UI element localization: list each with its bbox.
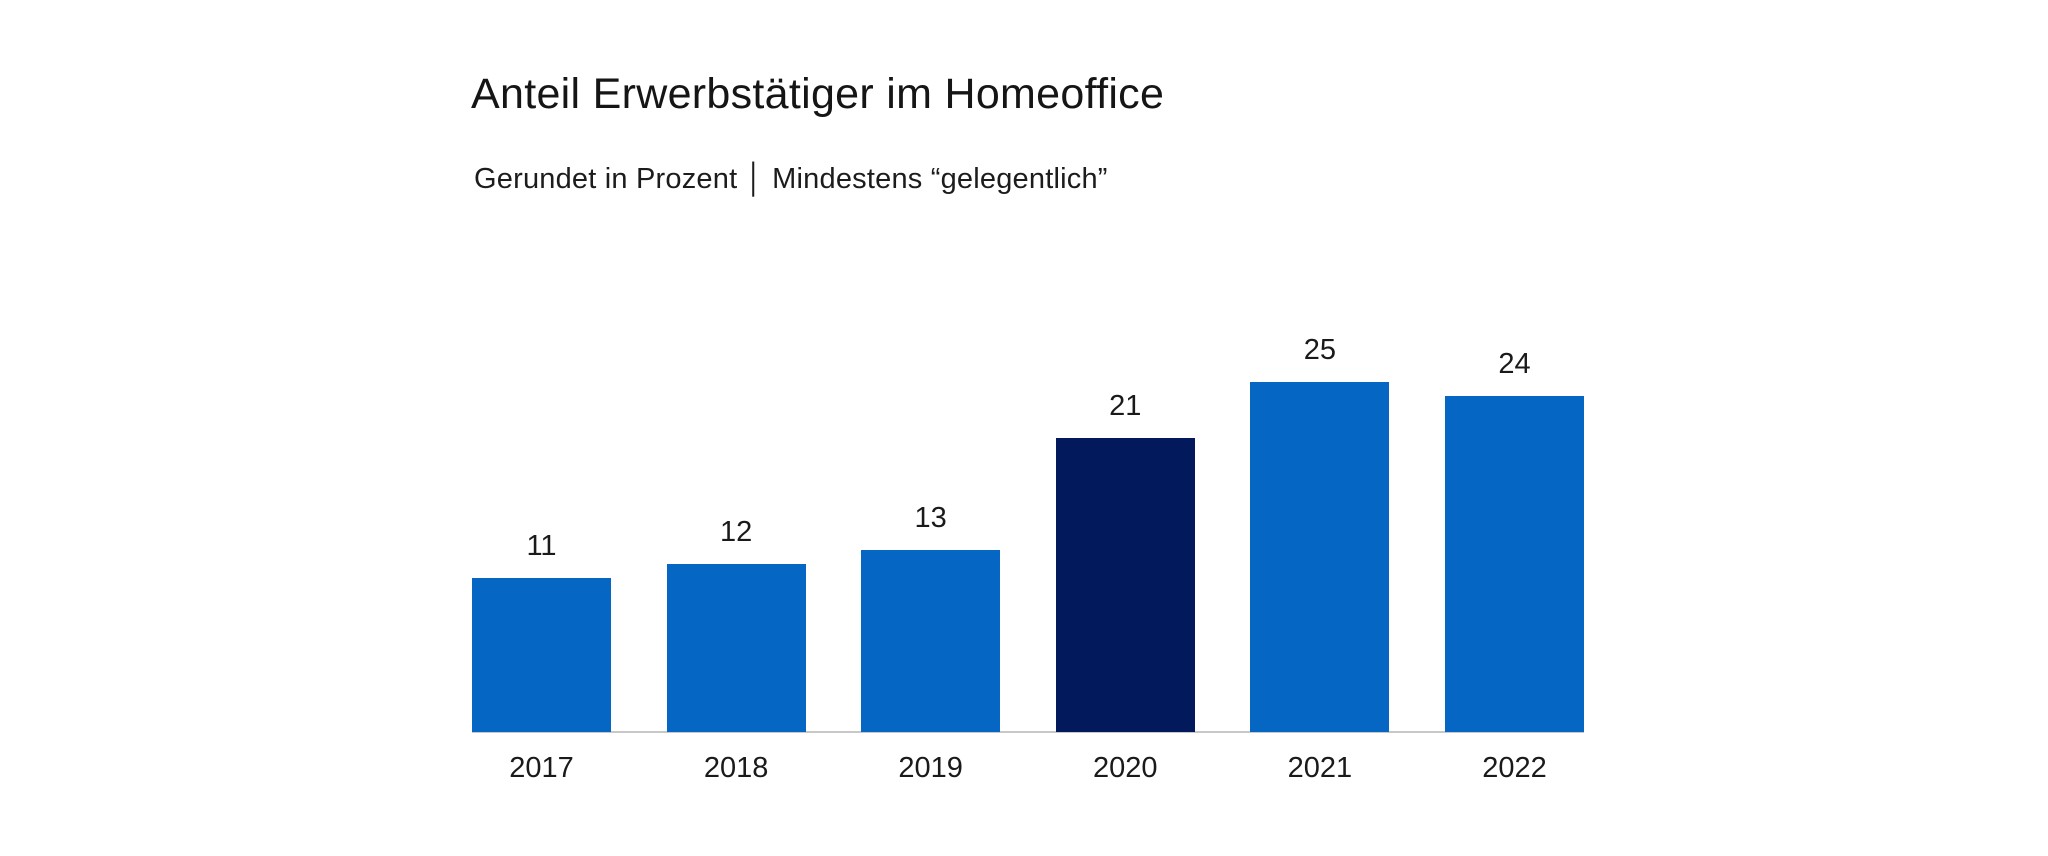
- chart-subtitle: Gerundet in Prozent │ Mindestens “gelege…: [474, 163, 1108, 195]
- x-axis-label-2022: 2022: [1482, 752, 1547, 784]
- bar-group-2021: 25 2021: [1250, 334, 1390, 784]
- bar-2021: [1250, 382, 1390, 732]
- bar-2022: [1444, 396, 1584, 732]
- x-axis-label-2020: 2020: [1093, 752, 1158, 784]
- x-axis-label-2019: 2019: [898, 752, 963, 784]
- plot-area: 11 2017 12 2018 13 2019 21 2020 25 2021 24 2022: [472, 334, 1584, 784]
- bar-group-2018: 12 2018: [666, 382, 806, 784]
- bar-group-2019: 13 2019: [861, 382, 1001, 784]
- value-label-2022: 24: [1498, 348, 1531, 380]
- bar-group-2020: 21 2020: [1055, 382, 1195, 784]
- value-label-2018: 12: [719, 516, 753, 548]
- value-label-2019: 13: [914, 502, 947, 534]
- bar-2017: [472, 578, 611, 732]
- x-axis-label-2021: 2021: [1287, 752, 1353, 784]
- bar-group-2022: 24 2022: [1444, 348, 1584, 784]
- chart-title: Anteil Erwerbstätiger im Homeoffice: [471, 70, 1165, 118]
- value-label-2021: 25: [1303, 334, 1336, 366]
- value-label-2017: 11: [526, 530, 557, 562]
- bar-2020: [1055, 438, 1195, 732]
- x-axis-label-2017: 2017: [509, 752, 574, 784]
- bar-2018: [666, 564, 806, 732]
- bar-2019: [861, 550, 1001, 732]
- value-label-2020: 21: [1109, 390, 1142, 422]
- x-axis-label-2018: 2018: [703, 752, 769, 784]
- x-axis-baseline: [472, 731, 1584, 733]
- bar-group-2017: 11 2017: [472, 382, 611, 784]
